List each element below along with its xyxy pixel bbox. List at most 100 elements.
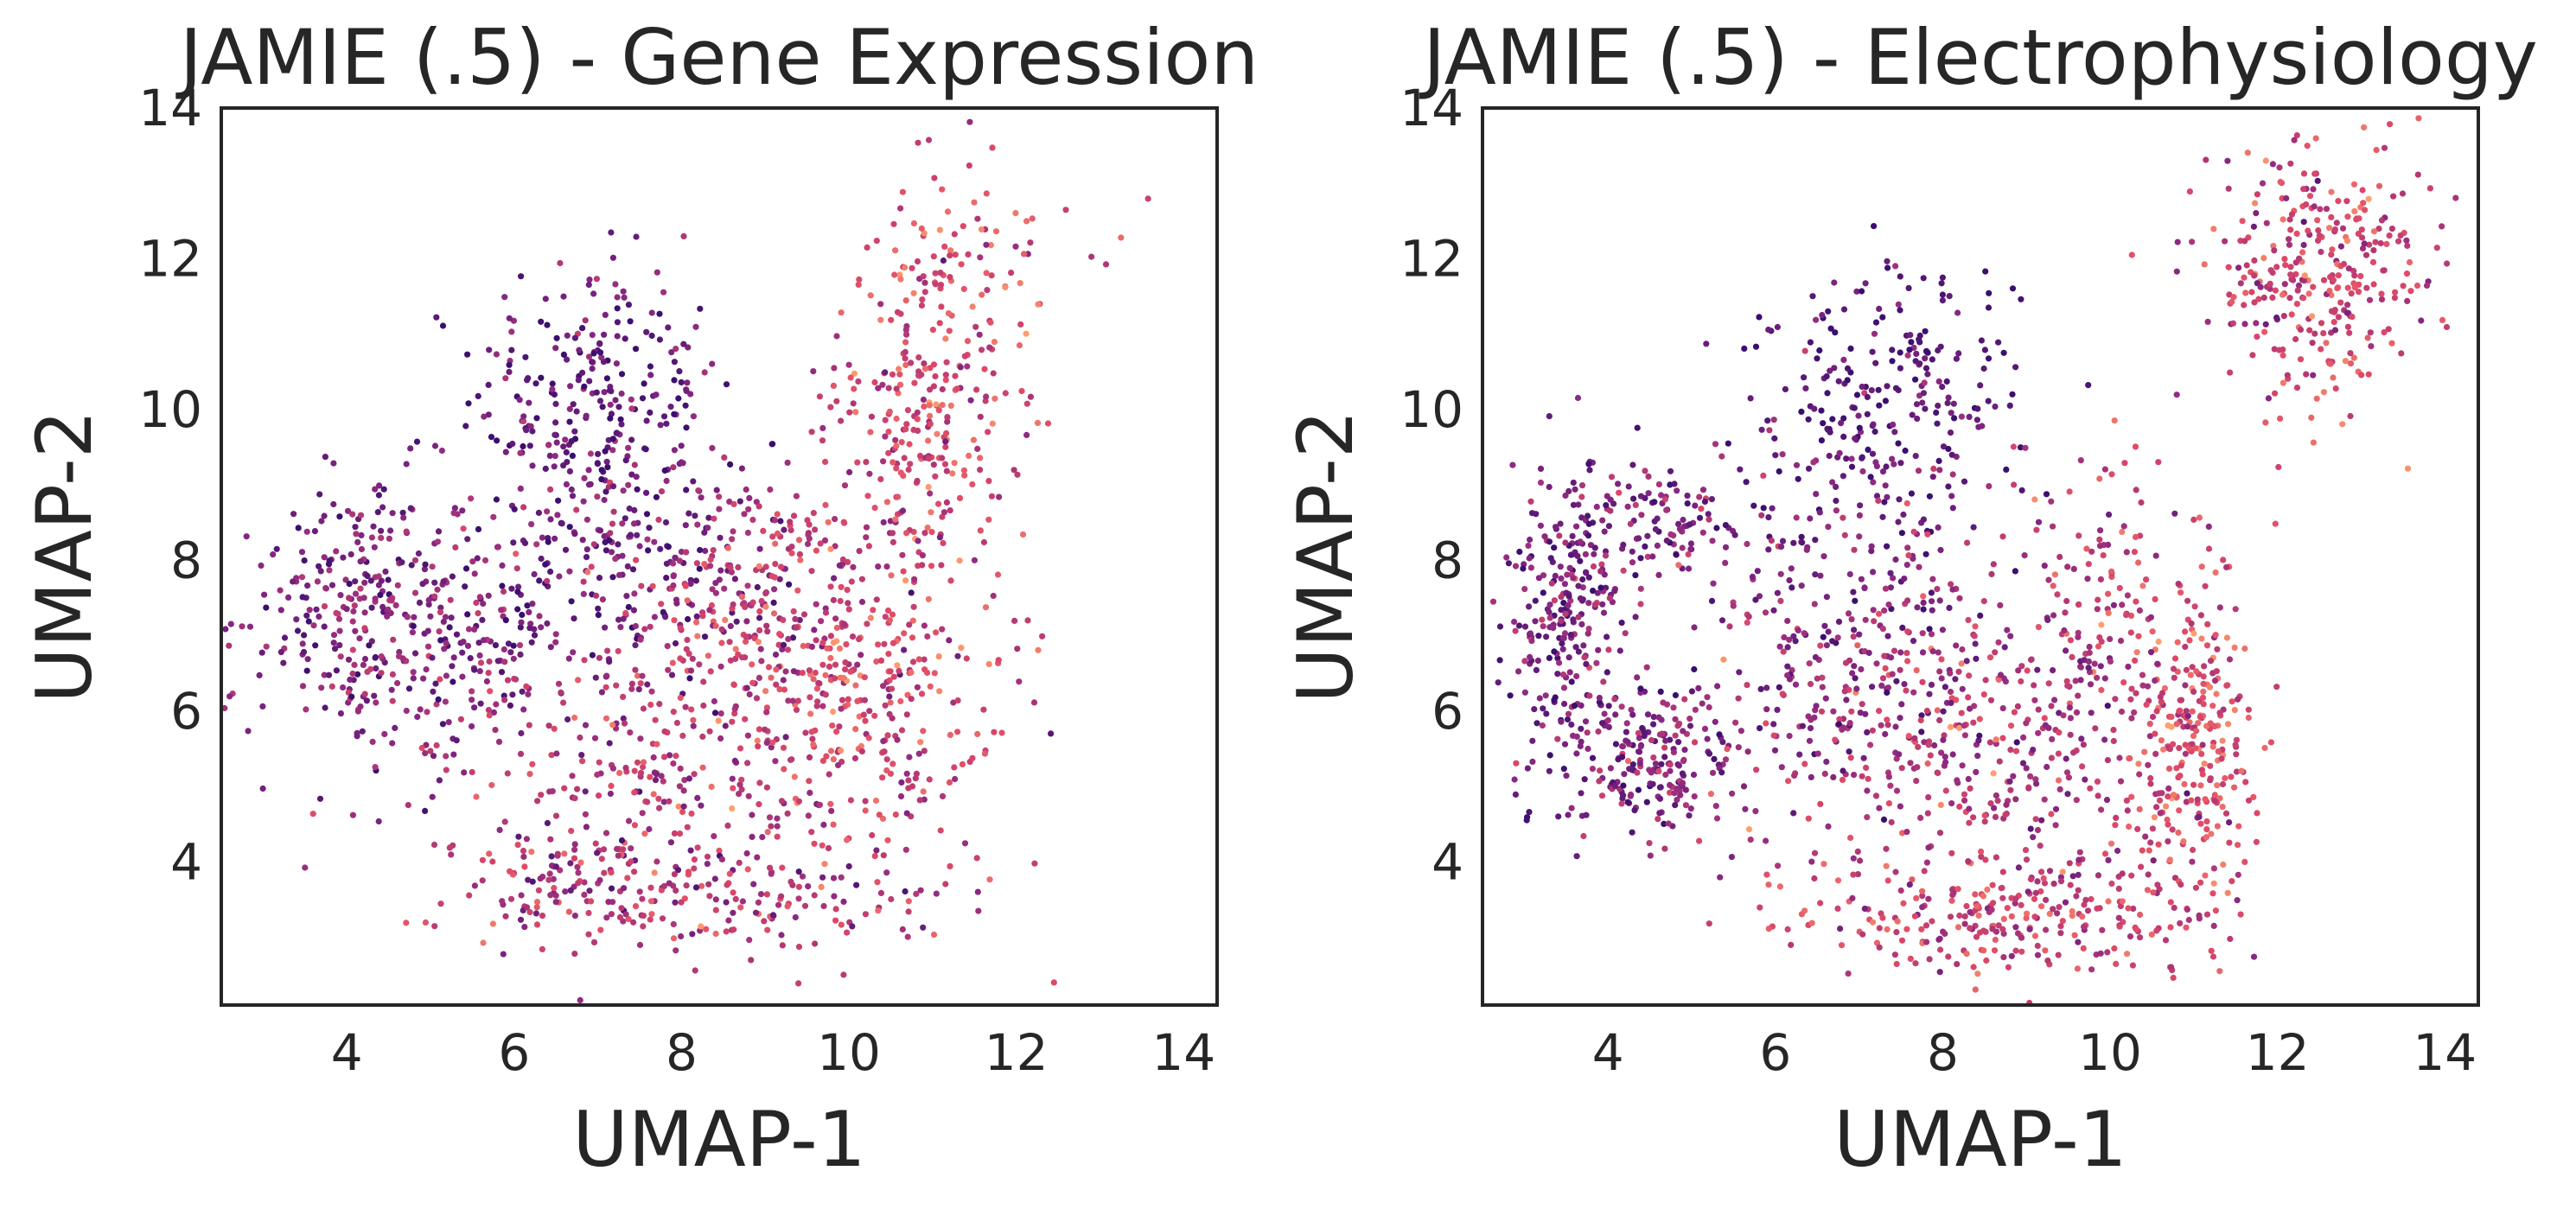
- scatter-point: [773, 681, 780, 688]
- scatter-point: [904, 933, 911, 940]
- scatter-point: [940, 257, 947, 264]
- scatter-point: [1982, 268, 1989, 275]
- scatter-point: [939, 626, 946, 633]
- scatter-point: [2144, 683, 2152, 690]
- scatter-point: [1599, 517, 1606, 524]
- scatter-point: [943, 430, 950, 436]
- scatter-point: [1880, 816, 1888, 824]
- scatter-point: [1858, 665, 1865, 673]
- scatter-point: [504, 770, 511, 777]
- scatter-point: [1088, 253, 1095, 260]
- scatter-point: [816, 680, 823, 687]
- scatter-point: [1552, 572, 1559, 580]
- scatter-point: [1672, 802, 1679, 809]
- y-tick-label: 6: [170, 682, 202, 741]
- scatter-point: [410, 675, 417, 682]
- scatter-point: [1897, 715, 1903, 722]
- scatter-point: [736, 781, 743, 788]
- scatter-point: [526, 722, 532, 729]
- scatter-point: [1513, 760, 1520, 767]
- scatter-point: [647, 363, 654, 370]
- scatter-point: [882, 433, 889, 440]
- scatter-point: [2139, 671, 2146, 678]
- scatter-point: [1760, 472, 1767, 480]
- scatter-point: [2044, 958, 2051, 964]
- scatter-point: [771, 586, 778, 593]
- scatter-point: [1948, 800, 1955, 807]
- scatter-point: [2056, 786, 2063, 793]
- scatter-point: [716, 847, 723, 855]
- scatter-point: [2326, 225, 2333, 232]
- scatter-point: [590, 290, 597, 297]
- scatter-point: [925, 137, 933, 143]
- scatter-point: [580, 590, 587, 598]
- scatter-point: [1997, 671, 2005, 678]
- scatter-point: [1881, 607, 1888, 614]
- scatter-point: [554, 850, 561, 857]
- scatter-point: [624, 875, 631, 881]
- scatter-point: [1853, 288, 1860, 295]
- scatter-point: [1643, 799, 1650, 805]
- scatter-point: [2262, 321, 2269, 328]
- scatter-point: [904, 407, 911, 414]
- scatter-point: [795, 798, 803, 805]
- scatter-point: [2223, 563, 2230, 571]
- scatter-point: [647, 773, 654, 780]
- scatter-point: [2327, 274, 2334, 281]
- scatter-point: [2063, 678, 2070, 684]
- scatter-point: [2094, 674, 2101, 681]
- plot-frame: [220, 106, 1219, 1007]
- scatter-point: [944, 208, 952, 215]
- scatter-point: [564, 332, 571, 339]
- scatter-point: [2119, 898, 2126, 905]
- scatter-point: [340, 684, 347, 691]
- scatter-point: [1062, 207, 1069, 213]
- scatter-point: [831, 575, 838, 582]
- scatter-point: [1854, 642, 1861, 649]
- scatter-point: [2143, 576, 2150, 583]
- scatter-point: [1745, 614, 1752, 620]
- scatter-point: [2062, 609, 2069, 616]
- scatter-point: [2015, 667, 2022, 674]
- scatter-point: [665, 324, 672, 331]
- scatter-point: [726, 498, 733, 506]
- scatter-point: [960, 285, 967, 292]
- scatter-point: [723, 928, 730, 935]
- scatter-point: [2052, 822, 2059, 829]
- scatter-point: [693, 613, 700, 620]
- scatter-point: [851, 385, 858, 392]
- scatter-point: [567, 383, 574, 390]
- scatter-point: [844, 929, 851, 936]
- scatter-point: [1966, 413, 1973, 420]
- scatter-point: [2043, 491, 2050, 498]
- scatter-point: [914, 684, 921, 690]
- scatter-point: [1048, 730, 1055, 737]
- scatter-point: [2343, 309, 2350, 316]
- scatter-point: [865, 543, 873, 550]
- scatter-point: [2210, 880, 2217, 887]
- scatter-point: [628, 845, 634, 852]
- scatter-point: [1890, 421, 1897, 428]
- scatter-point: [2170, 665, 2177, 672]
- scatter-point: [1562, 492, 1569, 500]
- scatter-point: [849, 923, 856, 930]
- scatter-point: [514, 842, 521, 849]
- scatter-point: [1573, 523, 1580, 530]
- scatter-point: [832, 615, 839, 622]
- scatter-point: [464, 351, 471, 358]
- scatter-point: [774, 530, 781, 538]
- scatter-point: [1016, 342, 1023, 349]
- scatter-point: [745, 506, 752, 512]
- scatter-point: [942, 372, 949, 379]
- scatter-point: [701, 529, 708, 536]
- scatter-point: [849, 633, 857, 640]
- scatter-point: [2303, 371, 2310, 378]
- scatter-point: [1930, 465, 1937, 473]
- scatter-point: [443, 672, 450, 679]
- scatter-point: [622, 515, 628, 522]
- scatter-point: [1803, 546, 1810, 553]
- scatter-point: [1935, 649, 1942, 656]
- scatter-point: [2262, 419, 2269, 426]
- scatter-point: [652, 716, 659, 723]
